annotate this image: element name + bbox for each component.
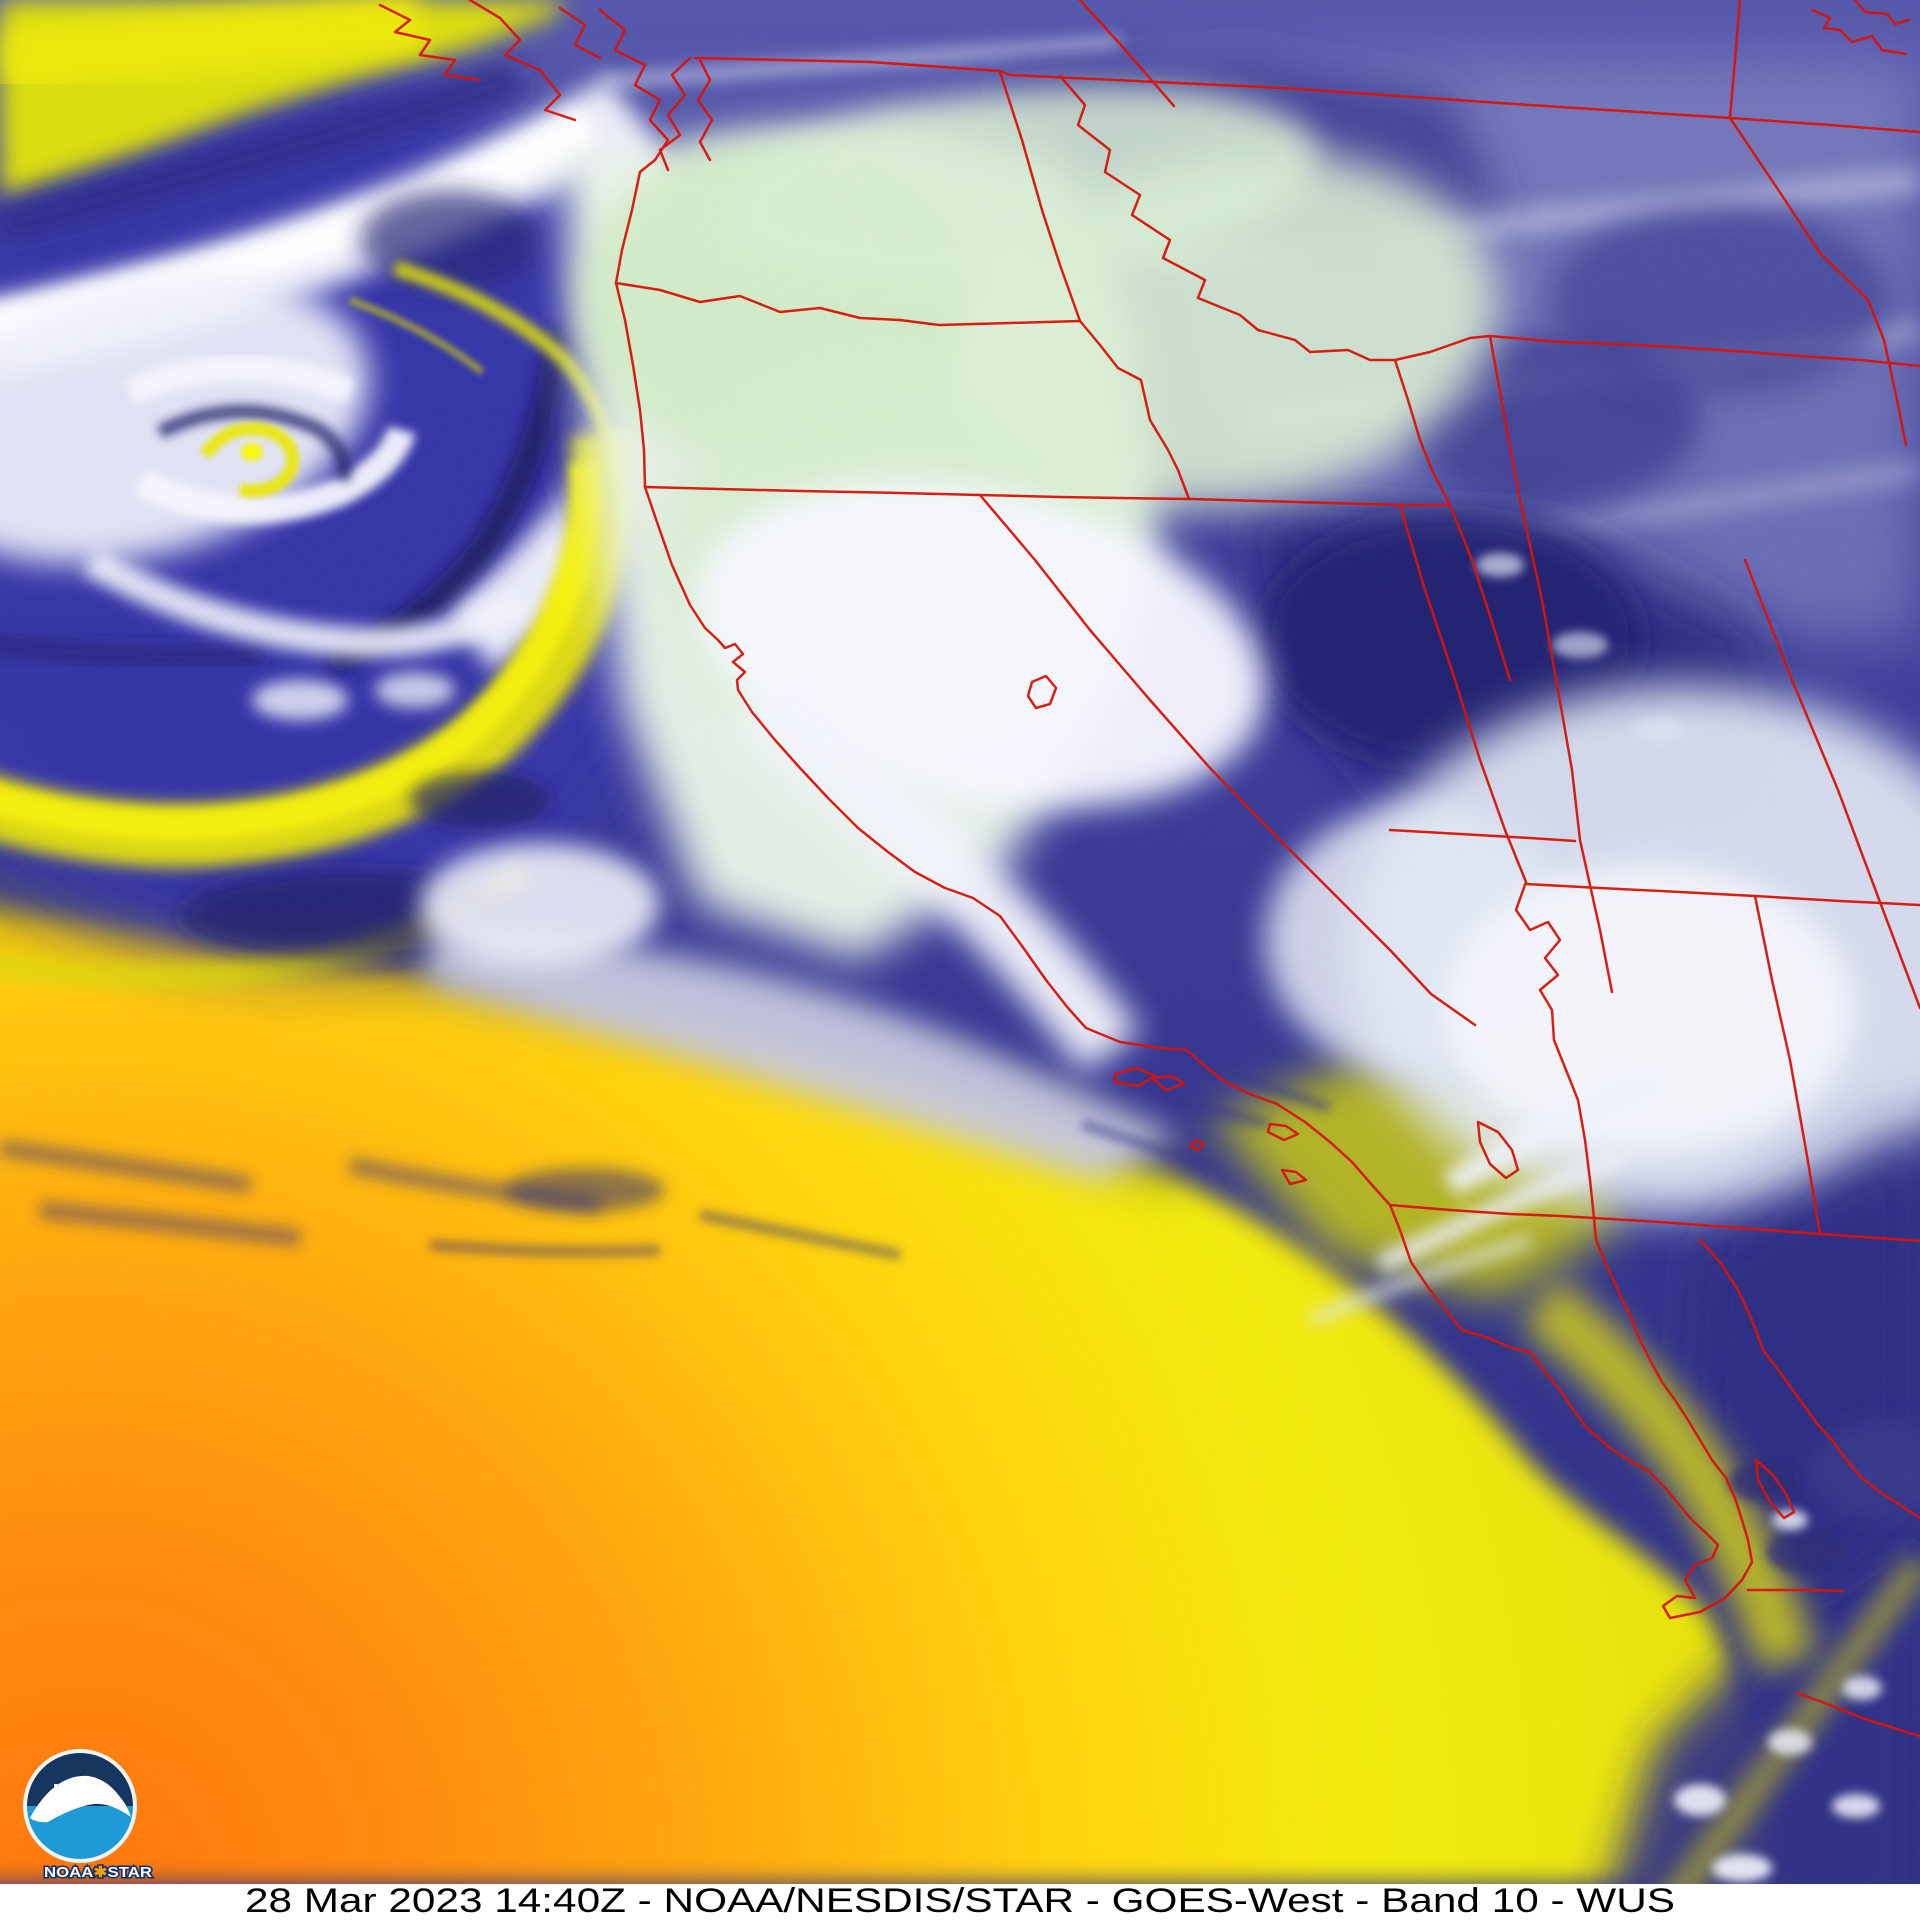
- noaa-logo-sea: [27, 1806, 133, 1859]
- border-us-canada: [693, 56, 1920, 134]
- border-id-mt: [1058, 74, 1397, 362]
- coast-or: [614, 281, 647, 489]
- border-bcn-bcs: [1746, 1588, 1845, 1593]
- border-41n: [1388, 828, 1577, 843]
- noaa-logo-label: NOAA: [53, 1782, 108, 1799]
- coast-sinaloa: [1795, 1691, 1920, 1738]
- caption-bar: 28 Mar 2023 14:40Z - NOAA/NESDIS/STAR - …: [0, 1882, 1920, 1920]
- border-ab-sk: [1728, 0, 1908, 447]
- noaa-star-right: STAR: [108, 1864, 153, 1881]
- lake-tahoe: [1026, 674, 1058, 710]
- salton-sea: [1476, 1120, 1520, 1180]
- lakes-top-right: [1810, 0, 1911, 56]
- border-bc-alberta: [1078, 0, 1176, 108]
- coast-mexico-mainland: [1698, 1238, 1920, 1520]
- isla-angel: [1754, 1458, 1796, 1520]
- noaa-logo-gull-icon: [30, 1775, 131, 1823]
- coast-wa-puget-sound: [614, 56, 714, 285]
- noaa-logo: NOAA NOAA ✱ STAR: [23, 1749, 154, 1883]
- coast-baja-pacific: [1388, 1203, 1720, 1620]
- border-wy-east: [1488, 334, 1614, 994]
- channel-islands: [1113, 1066, 1308, 1186]
- border-nm-tx: [1743, 558, 1920, 1010]
- border-37n: [1524, 882, 1920, 907]
- border-mt-wy: [1393, 334, 1920, 368]
- border-az-nm: [1753, 894, 1822, 1236]
- border-42n: [643, 485, 1452, 507]
- border-nv-ut: [1398, 503, 1528, 884]
- coast-baja-gulf: [1592, 1216, 1754, 1620]
- noaa-star-left: NOAA: [44, 1864, 94, 1881]
- caption-text: 28 Mar 2023 14:40Z - NOAA/NESDIS/STAR - …: [245, 1882, 1675, 1920]
- border-wa-id: [998, 70, 1082, 323]
- border-id-wy: [1393, 358, 1512, 682]
- coast-bc-islands: [378, 0, 670, 174]
- border-wa-or: [614, 281, 1082, 327]
- noaa-star-icon: ✱: [93, 1864, 108, 1881]
- border-or-id: [1078, 319, 1191, 501]
- border-ca-nv: [978, 493, 1477, 1027]
- coast-ca: [643, 485, 1392, 1207]
- caption-background: [0, 1884, 1920, 1920]
- border-colorado-river: [1514, 880, 1596, 1220]
- map-borders-overlay: [378, 0, 1920, 1738]
- noaa-star-wordmark: NOAA ✱ STAR: [44, 1864, 152, 1881]
